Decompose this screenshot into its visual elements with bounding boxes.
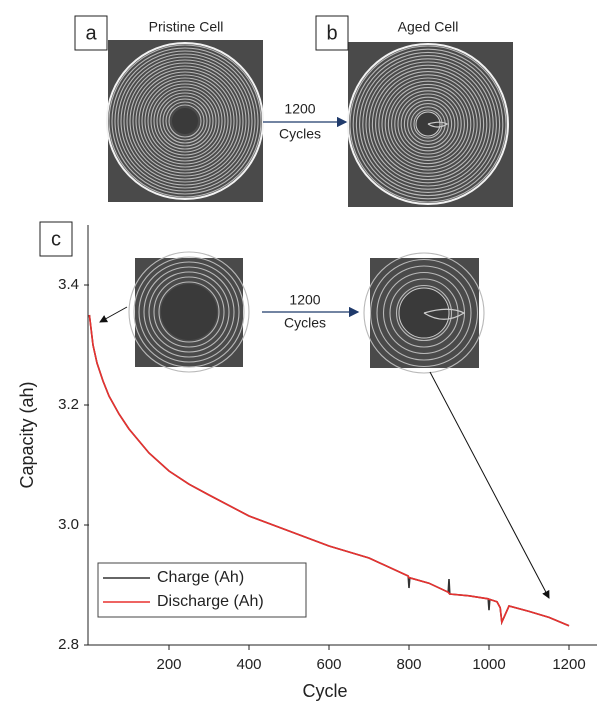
annotation: Cycles [279,126,321,142]
x-tick-label: 200 [156,656,181,673]
ct-ring [128,251,250,373]
annotation: 1200 [284,101,315,117]
x-axis-title: Cycle [302,681,347,701]
panel-label: c [51,228,61,250]
ct-ring [384,80,472,168]
series-line [88,314,570,627]
ct-ring [395,284,453,342]
ct-can [106,42,264,200]
y-tick-label: 3.0 [58,516,79,533]
ct-ring [111,47,259,195]
ct-ring [120,56,250,186]
ct-ring [148,271,230,353]
ct-ring [397,93,459,155]
ct-ring [141,77,229,165]
ct-deform [427,121,449,128]
ct-ring [368,64,488,184]
ct-core [172,108,198,134]
ct-ring [153,276,225,348]
ct-ring [407,103,449,145]
ct-ring [138,74,232,168]
ct-ring [389,278,459,348]
ct-ring [381,77,475,171]
legend-label: Charge (Ah) [157,569,244,586]
annotation: 1200 [289,292,320,308]
ct-ring [371,67,485,181]
x-tick-label: 1200 [552,656,585,673]
image-title: Pristine Cell [149,19,224,35]
ct-ring [352,48,504,200]
ct-ring [349,45,507,203]
x-tick-label: 400 [236,656,261,673]
ct-ring [165,101,205,141]
y-tick-label: 3.2 [58,396,79,413]
arrow [99,306,128,323]
plot: 200 400 600 800 1000 1200 2.8 3.0 3.2 3.4 Charge (… [58,276,586,673]
ct-ring [363,252,485,374]
ct-ring [359,55,497,193]
ct-ring [144,80,226,162]
ct-ring [391,87,465,161]
ct-ring [132,68,238,174]
ct-ring [410,106,446,142]
ct-ring [394,90,462,158]
ct-ring [129,65,241,177]
legend-box [97,562,307,618]
ct-ring [378,74,478,174]
ct-ring [403,99,453,149]
y-tick-label: 3.4 [58,276,79,293]
y-tick-label: 2.8 [58,636,79,653]
image-title: Aged Cell [398,19,459,35]
ct-images [106,40,513,374]
panel-label: b [326,22,337,44]
ct-ring [153,89,217,153]
y-axis-title: Capacity (ah) [17,381,37,488]
ct-ring [143,266,235,358]
ct-ring [162,98,208,144]
ct-ring [135,71,235,171]
ct-ring [369,258,479,368]
ct-ring [123,59,247,183]
panel-box [315,15,349,51]
ct-ring [375,71,481,177]
annotation: Cycles [284,315,326,331]
ct-ring [376,265,472,361]
x-tick-label: 800 [396,656,421,673]
ct-ring [126,62,244,180]
panel-box [39,221,73,257]
ct-ring [156,92,214,150]
x-tick-label: 600 [316,656,341,673]
ct-ring [108,44,262,198]
legend-label: Discharge (Ah) [157,593,264,610]
ct-ring [114,50,256,192]
ct-ring [138,261,240,363]
ct-ring [117,53,253,189]
x-tick-label: 1000 [472,656,505,673]
ct-ring [133,256,245,368]
ct-ring [150,86,220,156]
ct-ring [355,51,501,197]
ct-ring [159,95,211,147]
ct-can [347,43,509,205]
ct-ring [158,281,220,343]
ct-ring [168,104,202,138]
panel-box [74,15,108,51]
panel-label: a [85,22,97,44]
ct-ring [400,96,456,152]
arrow [429,371,550,599]
ct-ring [362,58,494,190]
ct-ring [413,109,443,139]
ct-core [161,284,217,340]
ct-ring [365,61,491,187]
ct-ring [147,83,223,159]
ct-deform [423,308,466,320]
ct-ring [387,83,469,165]
